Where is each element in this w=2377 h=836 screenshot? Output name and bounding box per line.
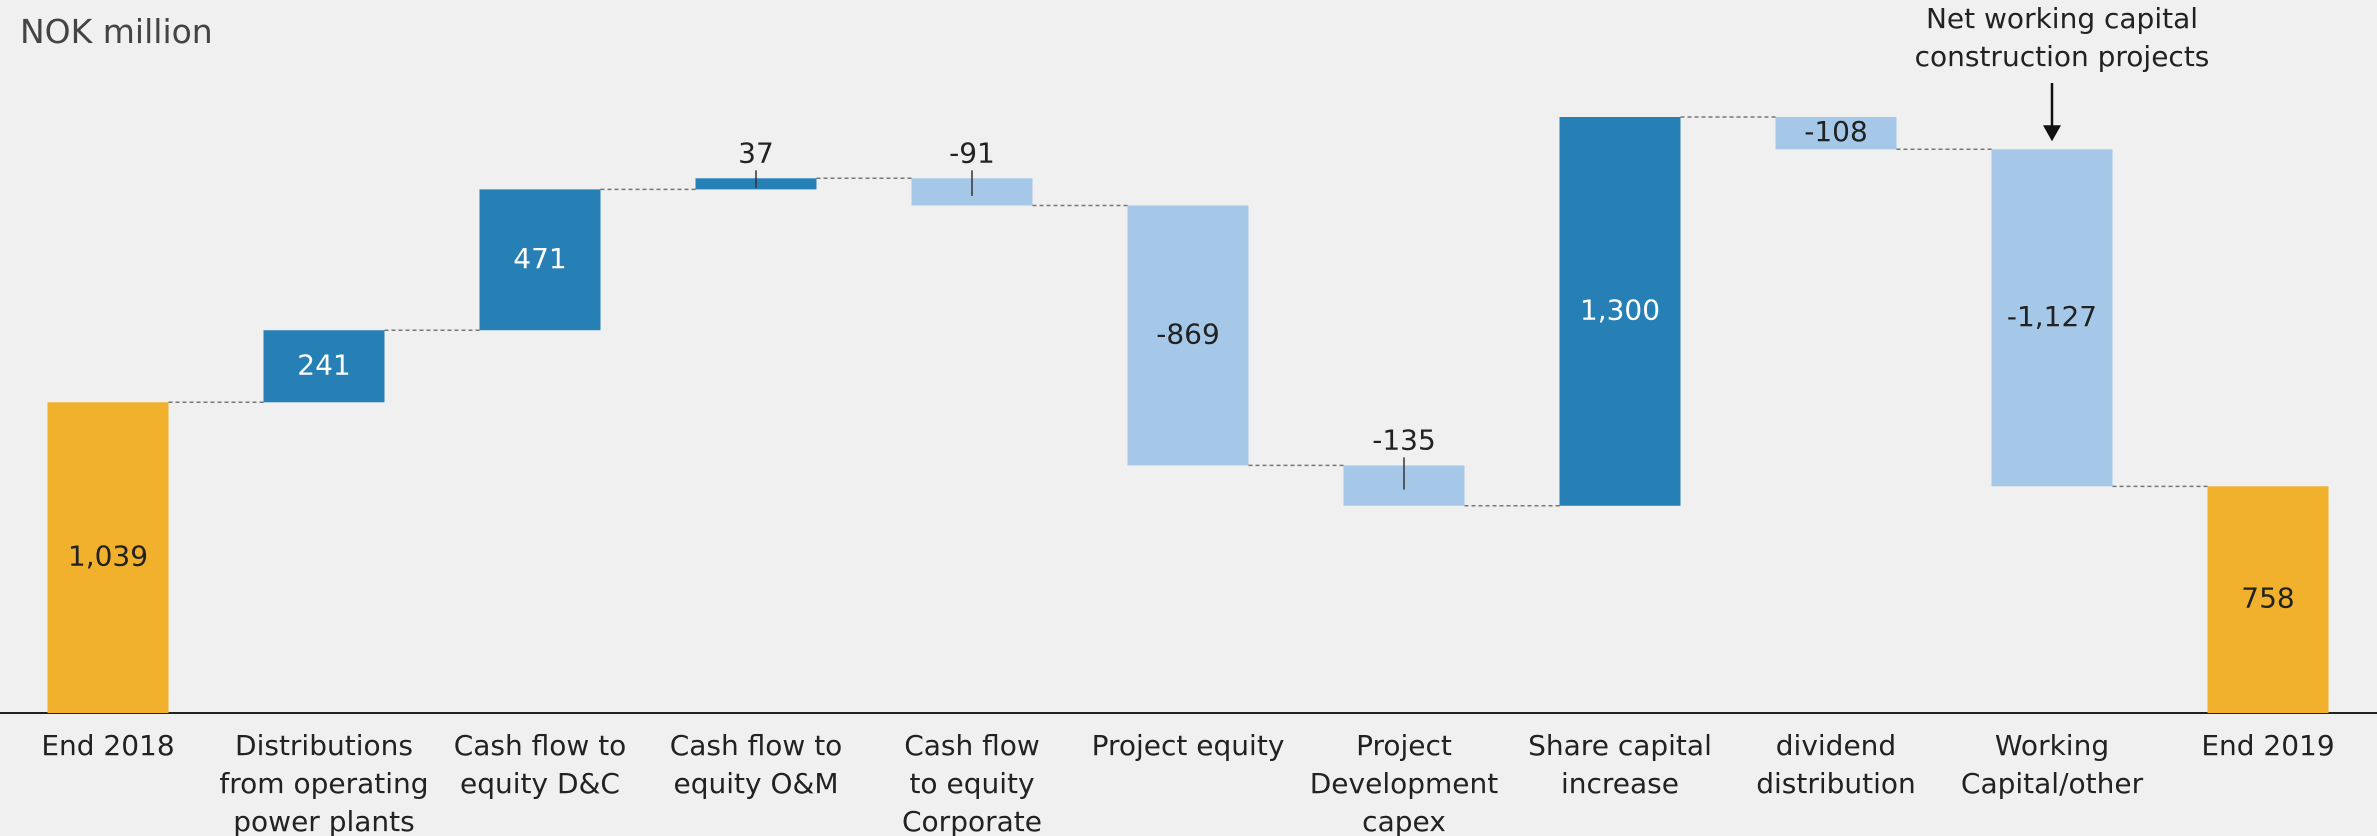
annotation: Net working capital construction project… <box>1914 2 2210 73</box>
value-label: 1,300 <box>1580 293 1660 326</box>
x-tick-label: Cash flow to equity Corporate <box>902 729 1042 836</box>
x-tick-label: End 2018 <box>41 729 175 762</box>
x-tick-label: Working Capital/other <box>1960 729 2144 800</box>
value-label: -869 <box>1156 317 1220 350</box>
x-tick-label: Distributions from operating power plant… <box>219 729 429 836</box>
value-label: -135 <box>1372 423 1436 456</box>
value-label: -91 <box>949 136 995 169</box>
bar <box>1991 149 2113 487</box>
bar <box>1127 205 1249 466</box>
x-tick-label: Cash flow to equity D&C <box>453 729 627 800</box>
x-tick-label: Cash flow to equity O&M <box>669 729 843 800</box>
value-label: 471 <box>513 242 566 275</box>
bar <box>1775 117 1897 150</box>
value-label: -1,127 <box>2007 300 2097 333</box>
value-label: 241 <box>297 348 350 381</box>
value-label: 37 <box>738 136 774 169</box>
bar <box>47 402 169 713</box>
x-tick-label: Project Development capex <box>1309 729 1499 836</box>
x-tick-label: End 2019 <box>2201 729 2335 762</box>
x-tick-label: Share capital increase <box>1528 729 1712 800</box>
bar <box>2207 486 2329 713</box>
x-tick-label: dividend distribution <box>1756 729 1916 800</box>
value-label: 758 <box>2241 582 2294 615</box>
bar <box>479 189 601 331</box>
x-tick-label: Project equity <box>1091 729 1285 762</box>
value-label: -108 <box>1804 115 1868 148</box>
value-label: 1,039 <box>68 540 148 573</box>
annotation-arrowhead <box>2043 125 2061 142</box>
bar <box>1559 117 1681 506</box>
bar <box>263 330 385 403</box>
chart-title: NOK million <box>20 12 213 51</box>
